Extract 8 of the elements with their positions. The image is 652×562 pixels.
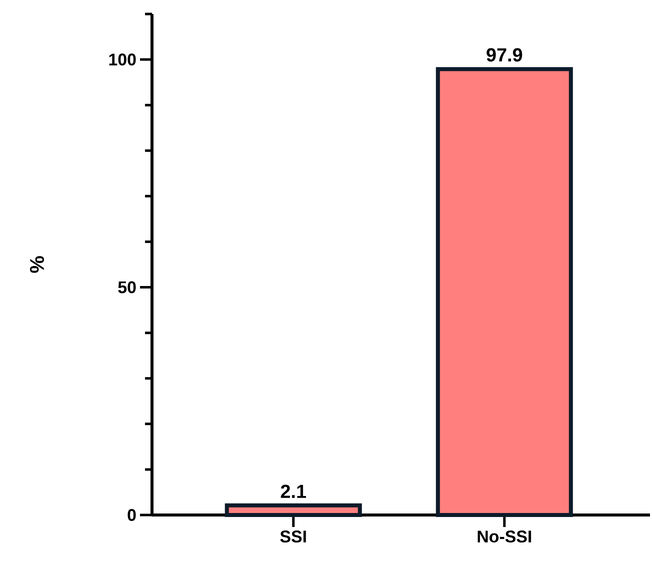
x-tick-label: No-SSI	[478, 530, 532, 543]
data-label: 2.1	[280, 484, 306, 498]
y-axis-title: %	[30, 256, 44, 273]
y-tick-label: 50	[118, 281, 136, 294]
data-label: 97.9	[486, 48, 522, 62]
x-tick-label: SSI	[280, 530, 306, 543]
y-tick-label: 100	[109, 54, 136, 66]
y-tick-label: 0	[128, 509, 136, 521]
